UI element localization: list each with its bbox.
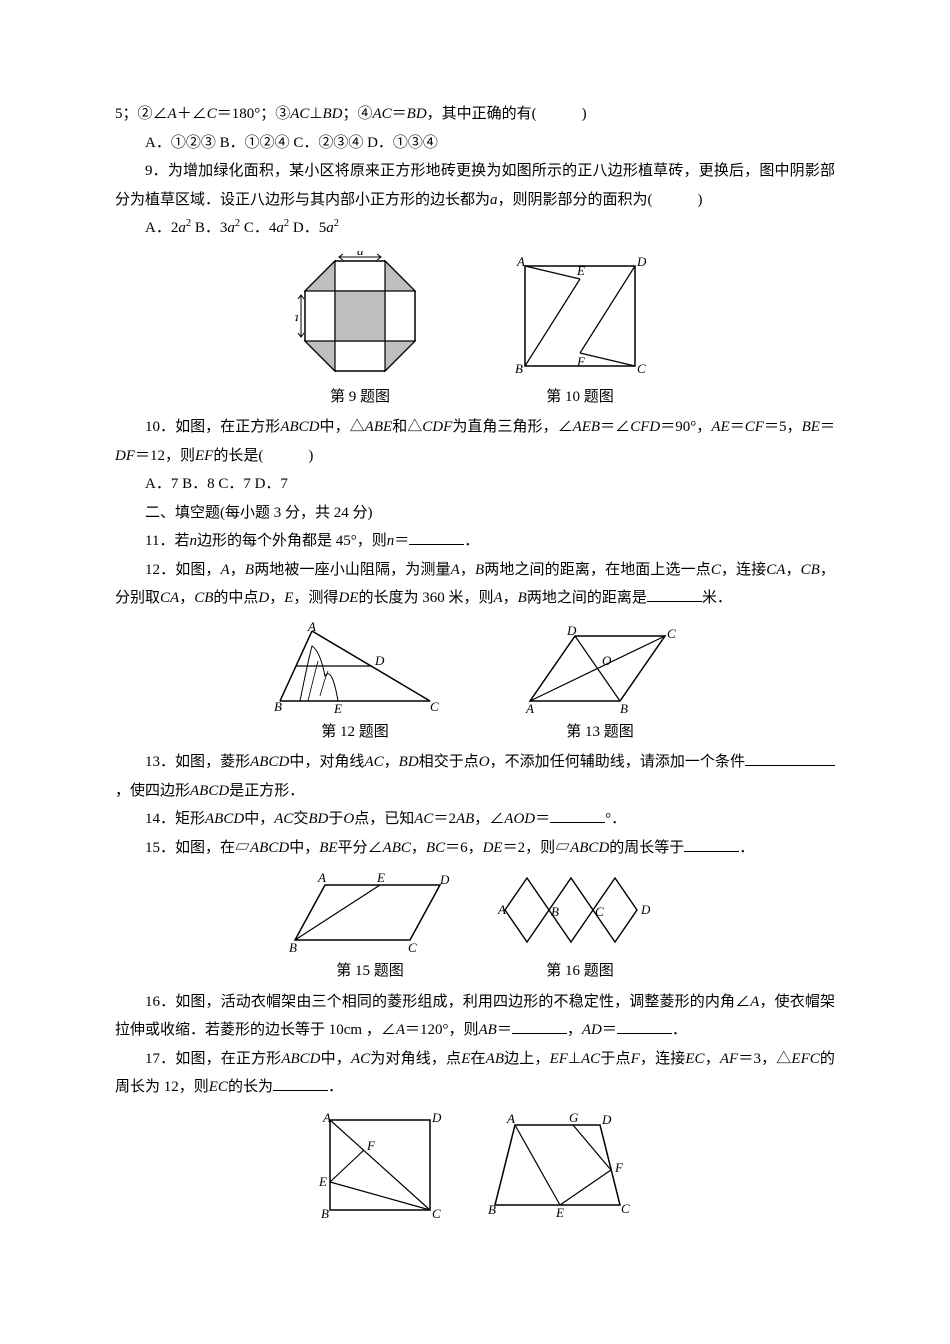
blank-q16b [617,1019,672,1034]
figure-16: A B C D 第 16 题图 [495,870,665,986]
svg-text:E: E [333,701,342,716]
q11-text: 11．若n边形的每个外角都是 45°，则n＝． [115,527,835,556]
q10-options: A．7 B．8 C．7 D．7 [115,470,835,499]
svg-text:D: D [640,902,651,917]
svg-text:C: C [430,699,439,714]
blank-q12 [647,587,702,602]
svg-text:C: C [667,626,676,641]
svg-text:E: E [576,263,585,278]
blank-q13 [745,751,835,766]
octagon-diagram: a a [295,251,425,381]
svg-text:F: F [366,1138,376,1153]
q12-text: 12．如图，A，B两地被一座小山阻隔，为测量A，B两地之间的距离，在地面上选一点… [115,556,835,613]
trapezoid-diagram: A G D B E C F [485,1110,635,1220]
svg-text:D: D [439,872,450,887]
q13-text: 13．如图，菱形ABCD中，对角线AC，BD相交于点O，不添加任何辅助线，请添加… [115,748,835,805]
svg-text:G: G [569,1110,579,1125]
figure-15: A E D B C 第 15 题图 [285,870,455,986]
svg-text:B: B [488,1202,496,1217]
q8-continuation: 5；②∠A＋∠C＝180°；③AC⊥BD；④AC＝BD，其中正确的有( ) [115,100,835,129]
figures-15-16: A E D B C 第 15 题图 A B C D 第 16 题图 [115,870,835,986]
q14-text: 14．矩形ABCD中，AC交BD于O点，已知AC＝2AB，∠AOD＝°． [115,805,835,834]
svg-text:O: O [602,653,612,668]
figure-18: A G D B E C F [485,1110,635,1220]
blank-q17 [273,1076,328,1091]
svg-text:D: D [431,1110,442,1125]
svg-text:A: A [525,701,534,716]
svg-text:D: D [566,623,577,638]
section2-heading: 二、填空题(每小题 3 分，共 24 分) [115,499,835,528]
figure-13: A B C D O 第 13 题图 [520,621,680,747]
svg-text:F: F [614,1160,624,1175]
blank-q11 [409,530,464,545]
blank-q14 [550,808,605,823]
svg-text:C: C [637,361,646,376]
svg-text:F: F [576,354,586,369]
svg-text:a: a [295,309,299,324]
figure-12: A B C D E 第 12 题图 [270,621,440,747]
rhombus-rack: A B C D [495,870,665,955]
blank-q16a [512,1019,567,1034]
q8-options: A．①②③ B．①②④ C．②③④ D．①③④ [115,129,835,158]
svg-text:B: B [551,904,559,919]
caption-9: 第 9 题图 [330,383,390,412]
svg-text:A: A [497,902,506,917]
svg-text:A: A [506,1111,515,1126]
q15-text: 15．如图，在▱ABCD中，BE平分∠ABC，BC＝6，DE＝2，则▱ABCD的… [115,834,835,863]
svg-text:E: E [376,870,385,885]
figures-12-13: A B C D E 第 12 题图 A B C D O 第 13 题图 [115,621,835,747]
square-ac-ef: A D B C E F [315,1110,445,1220]
caption-12: 第 12 题图 [321,718,389,747]
svg-text:C: C [408,940,417,955]
svg-text:A: A [322,1110,331,1125]
figures-9-10: a a 第 9 题图 A D B C E F 第 10 题图 [115,251,835,412]
svg-text:E: E [318,1174,327,1189]
svg-text:A: A [516,254,525,269]
q16-text: 16．如图，活动衣帽架由三个相同的菱形组成，利用四边形的不稳定性，调整菱形的内角… [115,988,835,1045]
svg-text:B: B [321,1206,329,1220]
caption-16: 第 16 题图 [546,957,614,986]
svg-text:a: a [357,251,364,258]
svg-text:B: B [289,940,297,955]
svg-text:B: B [620,701,628,716]
parallelogram-diagram: A E D B C [285,870,455,955]
svg-text:D: D [601,1112,612,1127]
svg-text:A: A [317,870,326,885]
svg-text:B: B [515,361,523,376]
svg-text:C: C [621,1201,630,1216]
rhombus-diagram: A B C D O [520,621,680,716]
svg-text:D: D [636,254,647,269]
caption-13: 第 13 题图 [566,718,634,747]
q9-text: 9．为增加绿化面积，某小区将原来正方形地砖更换为如图所示的正八边形植草砖，更换后… [115,157,835,214]
svg-text:D: D [374,653,385,668]
caption-15: 第 15 题图 [336,957,404,986]
figure-17: A D B C E F [315,1110,445,1220]
mountain-diagram: A B C D E [270,621,440,716]
q10-text: 10．如图，在正方形ABCD中，△ABE和△CDF为直角三角形，∠AEB＝∠CF… [115,413,835,470]
q9-options: A．2a2 B．3a2 C．4a2 D．5a2 [115,214,835,243]
svg-text:B: B [274,699,282,714]
svg-text:E: E [555,1205,564,1220]
q17-text: 17．如图，在正方形ABCD中，AC为对角线，点E在AB边上，EF⊥AC于点F，… [115,1045,835,1102]
blank-q15 [684,837,739,852]
square-abe-cdf: A D B C E F [505,251,655,381]
svg-text:C: C [432,1206,441,1220]
figure-10: A D B C E F 第 10 题图 [505,251,655,412]
svg-text:A: A [307,621,316,634]
svg-text:C: C [595,904,604,919]
figures-17-18: A D B C E F A G D B E C F [115,1110,835,1220]
figure-9: a a 第 9 题图 [295,251,425,412]
caption-10: 第 10 题图 [546,383,614,412]
